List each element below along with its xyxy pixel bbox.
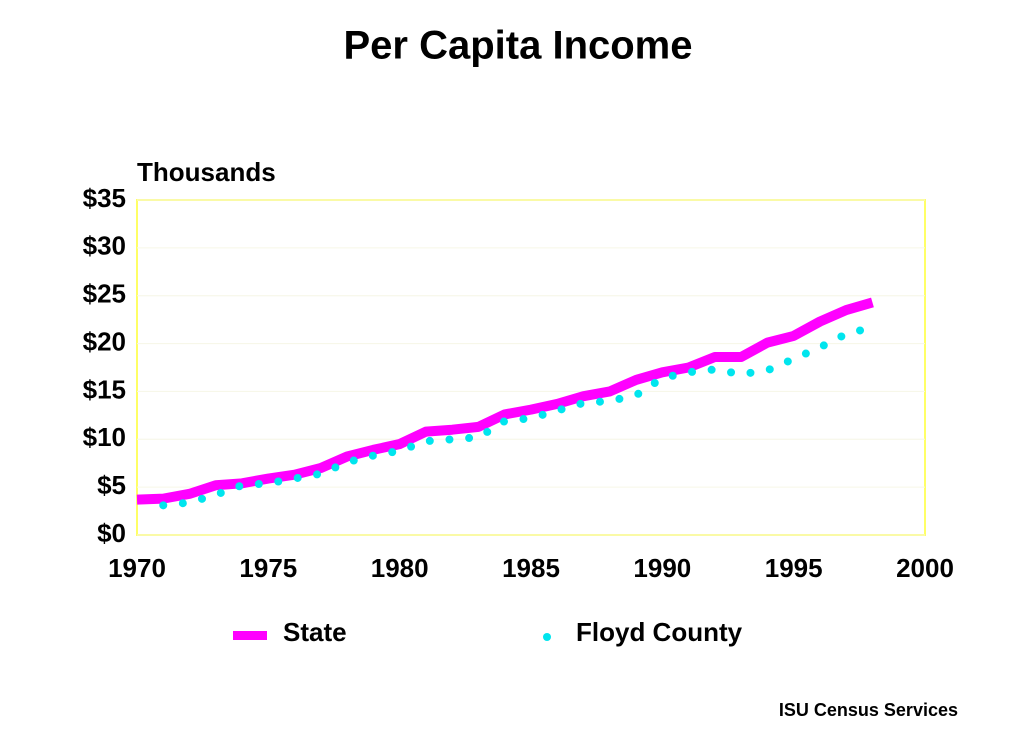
y-tick-label: $30: [83, 231, 126, 261]
x-tick-label: 1995: [765, 553, 823, 583]
source: ISU Census Services: [779, 700, 958, 720]
series-line: [159, 323, 877, 510]
y-tick-label: $5: [97, 470, 126, 500]
y-tick-label: $10: [83, 422, 126, 452]
legend-label: State: [283, 617, 347, 647]
x-tick-label: 1985: [502, 553, 560, 583]
x-tick-label: 1975: [239, 553, 297, 583]
y-tick-label: $35: [83, 183, 126, 213]
legend-swatch: [233, 631, 267, 640]
y-tick-label: $20: [83, 326, 126, 356]
y-tick-label: $15: [83, 374, 126, 404]
x-tick-label: 1980: [371, 553, 429, 583]
chart-title: Per Capita Income: [343, 24, 692, 68]
x-tick-label: 1990: [633, 553, 691, 583]
series-line: [136, 297, 874, 505]
x-tick-label: 2000: [896, 553, 954, 583]
y-tick-label: $0: [97, 518, 126, 548]
y-tick-label: $25: [83, 279, 126, 309]
y-axis-label: Thousands: [137, 157, 276, 187]
legend-swatch: [543, 633, 551, 641]
x-tick-label: 1970: [108, 553, 166, 583]
legend-label: Floyd County: [576, 617, 743, 647]
